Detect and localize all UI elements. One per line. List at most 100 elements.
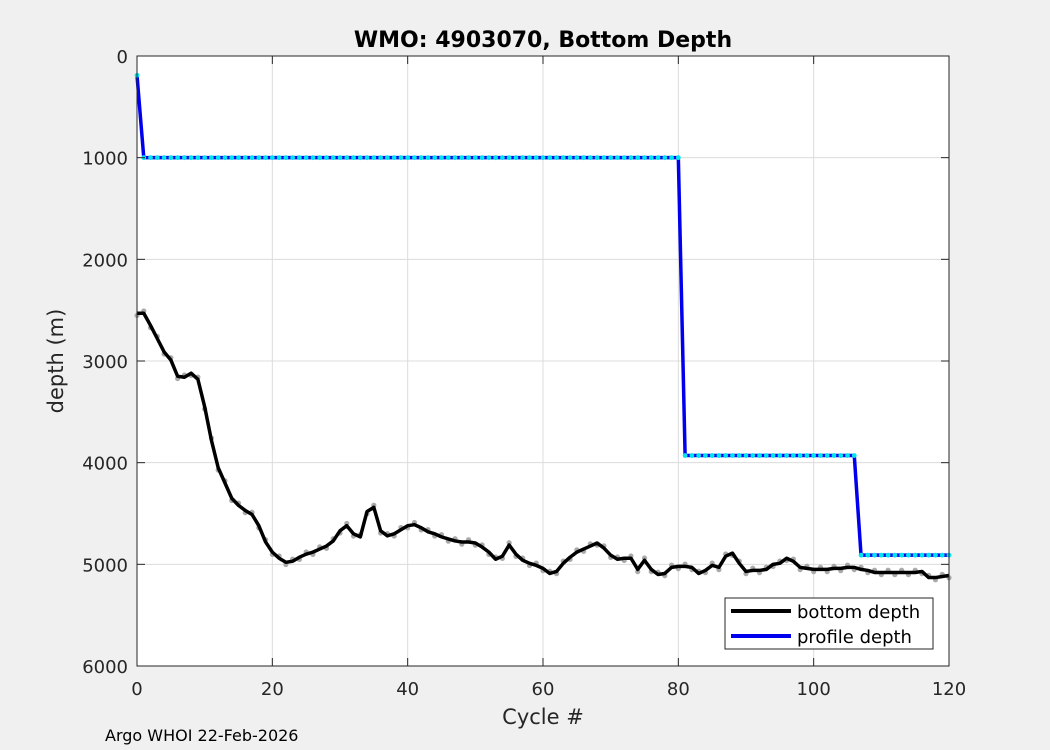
x-tick-label: 80 xyxy=(667,679,690,700)
profile-depth-marker xyxy=(594,155,600,161)
profile-depth-marker xyxy=(330,155,336,161)
profile-depth-marker xyxy=(188,155,194,161)
profile-depth-marker xyxy=(412,155,417,161)
profile-depth-marker xyxy=(601,155,607,161)
profile-depth-marker xyxy=(391,155,397,161)
profile-depth-marker xyxy=(236,155,241,161)
profile-depth-marker xyxy=(797,453,803,458)
profile-depth-marker xyxy=(831,453,837,458)
profile-depth-marker xyxy=(506,155,512,161)
y-axis-label: depth (m) xyxy=(44,309,68,414)
profile-depth-marker xyxy=(567,155,573,161)
profile-depth-marker xyxy=(615,155,620,161)
profile-depth-marker xyxy=(709,453,715,458)
x-axis-label: Cycle # xyxy=(502,705,584,729)
profile-depth-marker xyxy=(899,552,905,558)
profile-depth-marker xyxy=(608,155,614,161)
profile-depth-marker xyxy=(148,155,153,161)
profile-depth-marker xyxy=(885,552,891,558)
profile-depth-marker xyxy=(303,155,309,161)
profile-depth-marker xyxy=(696,453,702,458)
profile-depth-marker xyxy=(824,453,830,458)
profile-depth-marker xyxy=(838,453,844,458)
profile-depth-marker xyxy=(770,453,776,458)
profile-depth-marker xyxy=(405,155,411,161)
profile-depth-marker xyxy=(310,155,316,161)
profile-depth-marker xyxy=(878,552,884,558)
profile-depth-marker xyxy=(486,155,492,161)
profile-depth-marker xyxy=(500,155,505,161)
y-tick-label: 0 xyxy=(117,47,128,68)
profile-depth-marker xyxy=(554,155,559,161)
profile-depth-marker xyxy=(669,155,674,161)
profile-depth-marker xyxy=(527,155,532,161)
profile-depth-marker xyxy=(371,155,377,161)
profile-depth-marker xyxy=(919,552,925,558)
profile-depth-marker xyxy=(757,453,762,458)
profile-depth-marker xyxy=(168,155,174,161)
profile-depth-marker xyxy=(818,453,823,458)
data-series xyxy=(134,72,952,583)
profile-depth-marker xyxy=(283,155,289,161)
profile-depth-marker xyxy=(479,155,485,161)
profile-depth-marker xyxy=(790,453,796,458)
profile-depth-marker xyxy=(161,155,167,161)
profile-depth-marker xyxy=(845,453,850,458)
y-tick-label: 1000 xyxy=(82,149,128,170)
profile-depth-marker xyxy=(851,453,857,458)
profile-depth-marker xyxy=(195,155,201,161)
profile-depth-marker xyxy=(858,552,864,558)
profile-depth-marker xyxy=(520,155,526,161)
profile-depth-marker xyxy=(912,552,918,558)
profile-depth-marker xyxy=(317,155,323,161)
footer-credit: Argo WHOI 22-Feb-2026 xyxy=(105,726,298,745)
profile-depth-marker xyxy=(209,155,214,161)
profile-depth-marker xyxy=(865,552,871,558)
profile-depth-marker xyxy=(290,155,296,161)
profile-depth-marker xyxy=(730,453,735,458)
bottom-depth-line xyxy=(137,311,950,580)
profile-depth-marker xyxy=(655,155,661,161)
profile-depth-marker xyxy=(587,155,593,161)
profile-depth-marker xyxy=(784,453,789,458)
profile-depth-marker xyxy=(513,155,519,161)
y-tick-label: 2000 xyxy=(82,250,128,271)
profile-depth-marker xyxy=(297,155,302,161)
x-tick-label: 40 xyxy=(396,679,419,700)
profile-depth-marker xyxy=(249,155,255,161)
legend-label-bottom-depth: bottom depth xyxy=(797,602,920,623)
profile-depth-marker xyxy=(351,155,356,161)
x-tick-label: 20 xyxy=(261,679,284,700)
axis-ticks: 0 20 40 60 80 100 120 0 1000 2000 3000 4000 5000 6000 xyxy=(82,47,966,700)
profile-depth-marker xyxy=(344,155,350,161)
chart-title: WMO: 4903070, Bottom Depth xyxy=(354,28,732,53)
y-tick-label: 4000 xyxy=(82,454,128,475)
y-tick-label: 6000 xyxy=(82,657,128,678)
profile-depth-marker xyxy=(222,155,228,161)
profile-depth-marker xyxy=(662,155,668,161)
profile-depth-marker xyxy=(675,155,681,161)
legend-box xyxy=(724,597,934,650)
x-tick-label: 120 xyxy=(932,679,966,700)
profile-depth-marker xyxy=(648,155,654,161)
profile-depth-marker xyxy=(804,453,810,458)
profile-depth-marker xyxy=(398,155,404,161)
profile-depth-marker xyxy=(445,155,451,161)
profile-depth-marker xyxy=(777,453,783,458)
profile-depth-marker xyxy=(689,453,695,458)
y-tick-label: 5000 xyxy=(82,555,128,576)
profile-depth-marker xyxy=(378,155,383,161)
profile-depth-marker xyxy=(703,453,708,458)
profile-depth-marker xyxy=(628,155,634,161)
profile-depth-marker xyxy=(357,155,363,161)
profile-depth-marker xyxy=(933,552,938,558)
profile-depth-marker xyxy=(939,552,945,558)
profile-depth-marker xyxy=(269,155,275,161)
profile-depth-marker xyxy=(581,155,586,161)
profile-depth-marker xyxy=(621,155,627,161)
profile-depth-marker xyxy=(926,552,932,558)
profile-depth-marker xyxy=(642,155,647,161)
profile-depth-marker xyxy=(215,155,221,161)
profile-depth-marker xyxy=(906,552,911,558)
